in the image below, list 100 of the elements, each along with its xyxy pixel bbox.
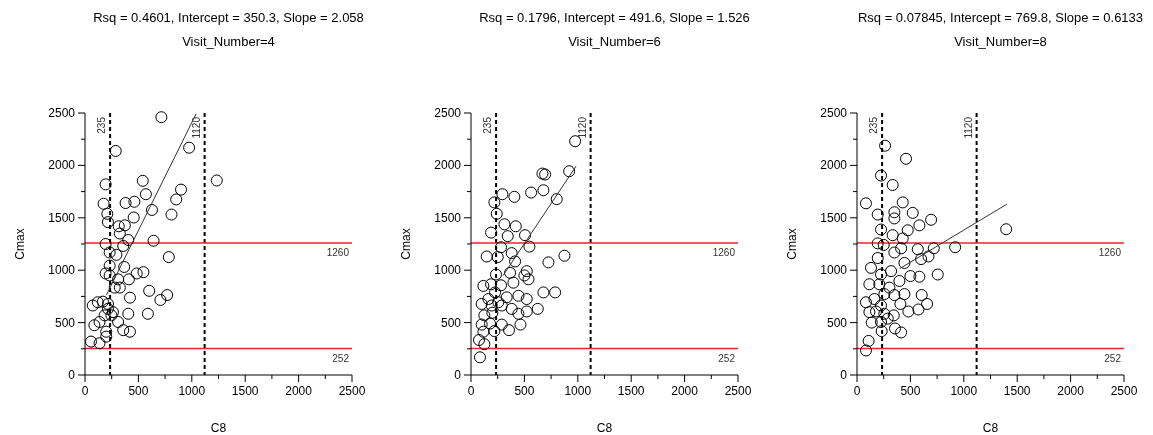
x-tick-label: 2500 xyxy=(724,384,752,398)
point xyxy=(145,203,158,216)
point xyxy=(117,324,130,337)
point xyxy=(101,216,114,229)
point xyxy=(84,335,97,348)
point xyxy=(93,315,106,328)
point xyxy=(128,195,141,208)
point xyxy=(475,297,488,310)
y-tick-label: 500 xyxy=(54,315,76,330)
point xyxy=(118,260,131,273)
point xyxy=(112,315,125,328)
point xyxy=(155,111,168,124)
point xyxy=(475,318,488,331)
point xyxy=(542,256,555,269)
point xyxy=(99,238,112,250)
chart-title: Rsq = 0.4601, Intercept = 350.3, Slope = 2.058 xyxy=(93,10,364,25)
ref-line-label: 1260 xyxy=(1098,246,1122,258)
point xyxy=(109,144,122,157)
point xyxy=(91,296,104,309)
point xyxy=(477,325,490,338)
x-axis-title: C8 xyxy=(982,421,999,435)
ref-line-label: 235 xyxy=(868,116,880,134)
ref-line-label: 1260 xyxy=(326,246,350,258)
x-tick-label: 1000 xyxy=(178,384,206,398)
point xyxy=(537,286,550,299)
point xyxy=(122,234,135,247)
point xyxy=(101,302,114,315)
point xyxy=(504,266,517,279)
y-tick-label: 500 xyxy=(440,315,462,330)
point xyxy=(482,293,495,306)
point xyxy=(473,351,486,364)
x-tick-label: 1000 xyxy=(950,384,978,398)
point xyxy=(477,279,490,292)
x-axis-title: C8 xyxy=(596,421,613,435)
y-axis-title: Cmax xyxy=(399,228,413,260)
point xyxy=(162,251,175,264)
point xyxy=(175,183,188,196)
point xyxy=(509,220,522,233)
point xyxy=(485,299,498,312)
point xyxy=(123,291,136,304)
point xyxy=(113,227,126,240)
point xyxy=(117,239,130,252)
point xyxy=(96,295,109,308)
x-tick-label: 500 xyxy=(514,384,535,398)
point xyxy=(490,207,503,220)
x-tick-label: 2500 xyxy=(1110,384,1138,398)
ref-line-label: 252 xyxy=(1104,352,1122,364)
point xyxy=(119,197,132,210)
point xyxy=(98,309,111,322)
point xyxy=(489,268,502,281)
ref-line-label: 1260 xyxy=(712,246,736,258)
point xyxy=(496,188,509,201)
point xyxy=(97,197,110,210)
chart-title: Rsq = 0.07845, Intercept = 769.8, Slope = 0.6133 xyxy=(857,10,1144,25)
point xyxy=(488,196,501,209)
point xyxy=(486,306,499,319)
y-tick-label: 1000 xyxy=(48,263,76,278)
point xyxy=(489,286,502,299)
y-axis-title: Cmax xyxy=(785,228,799,260)
point xyxy=(520,265,533,278)
y-tick-label: 2000 xyxy=(820,158,848,173)
point xyxy=(139,188,152,201)
point xyxy=(112,273,125,286)
point xyxy=(505,247,518,260)
x-tick-label: 0 xyxy=(853,384,861,398)
point xyxy=(503,324,516,337)
point xyxy=(522,273,535,286)
point xyxy=(484,317,497,330)
ref-line-label: 1120 xyxy=(576,116,588,139)
y-tick-label: 2000 xyxy=(434,158,462,173)
point xyxy=(137,266,150,279)
point xyxy=(488,325,501,338)
x-tick-label: 1500 xyxy=(1003,384,1031,398)
y-tick-label: 0 xyxy=(840,368,848,382)
point xyxy=(508,190,521,203)
x-tick-label: 1500 xyxy=(617,384,645,398)
point xyxy=(473,334,486,346)
y-tick-label: 2000 xyxy=(48,158,76,173)
x-tick-label: 500 xyxy=(900,384,921,398)
point xyxy=(112,220,125,233)
point xyxy=(130,267,143,280)
point xyxy=(549,286,562,299)
x-tick-label: 2000 xyxy=(1057,384,1085,398)
point xyxy=(183,141,196,154)
point xyxy=(558,249,571,262)
point xyxy=(210,174,223,187)
point xyxy=(485,278,498,291)
point xyxy=(118,219,131,232)
ref-line-label: 235 xyxy=(482,116,494,134)
point xyxy=(100,325,113,338)
point xyxy=(495,318,508,331)
point xyxy=(514,318,527,331)
y-tick-label: 2500 xyxy=(434,106,462,120)
ref-line-label: 235 xyxy=(96,116,108,134)
point xyxy=(122,307,135,320)
x-tick-label: 2000 xyxy=(671,384,699,398)
x-tick-label: 1000 xyxy=(564,384,592,398)
chart-subtitle: Visit_Number=6 xyxy=(568,34,661,49)
x-tick-label: 500 xyxy=(128,384,149,398)
point xyxy=(165,208,178,221)
